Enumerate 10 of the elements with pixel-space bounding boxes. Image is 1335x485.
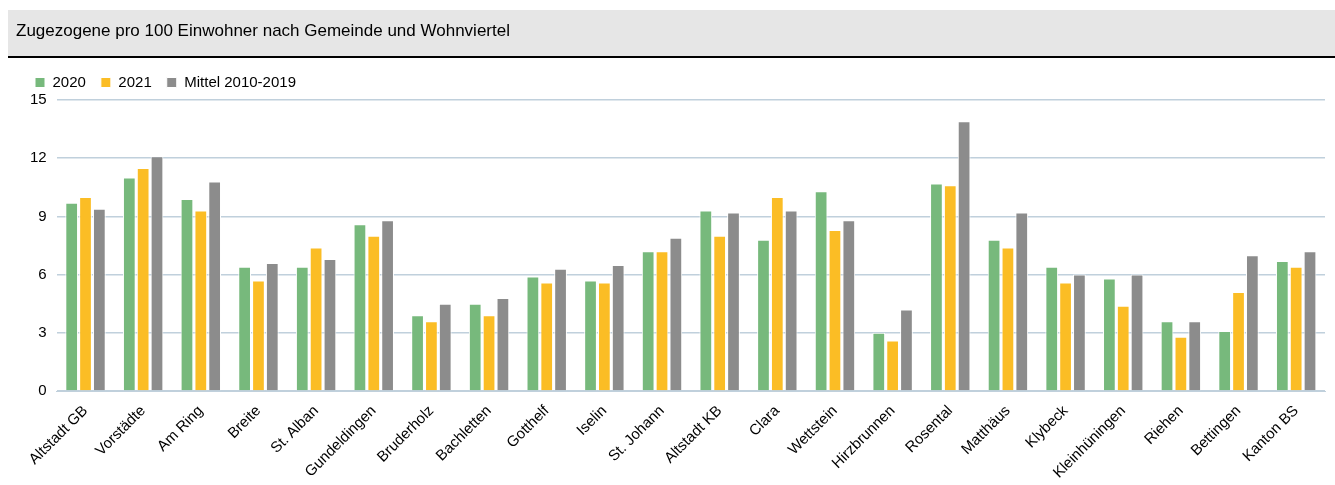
y-tick-label: 15	[30, 90, 47, 108]
legend-label: 2021	[118, 72, 152, 90]
y-tick-label: 9	[38, 206, 47, 224]
chart-title: Zugezogene pro 100 Einwohner nach Gemeinde und Wohnviertel	[8, 10, 1335, 58]
legend-label: Mittel 2010-2019	[184, 72, 296, 90]
y-tick-label: 0	[38, 381, 47, 399]
y-tick-label: 3	[38, 322, 47, 340]
y-tick-label: 12	[30, 148, 47, 166]
legend-label: 2020	[52, 72, 86, 90]
y-tick-label: 6	[38, 264, 47, 282]
